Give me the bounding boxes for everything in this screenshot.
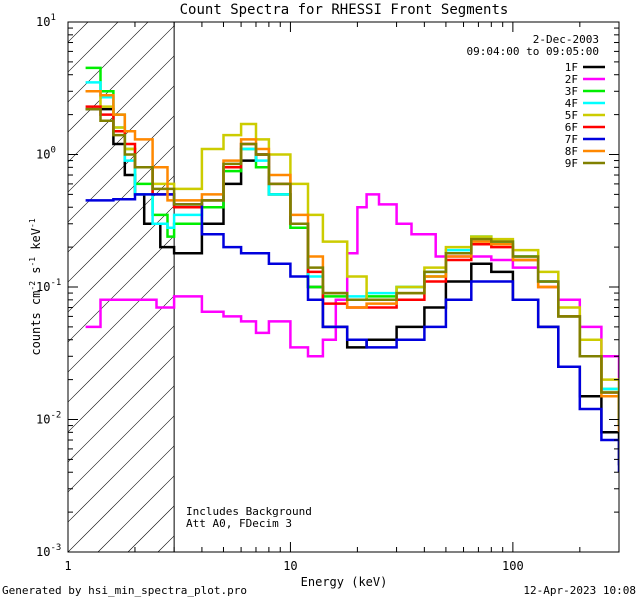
hatch-line <box>68 235 175 343</box>
legend-label-3F: 3F <box>565 85 578 98</box>
hatch-line <box>68 22 149 103</box>
legend-label-4F: 4F <box>565 97 578 110</box>
legend-label-2F: 2F <box>565 73 578 86</box>
series-8F <box>85 90 619 433</box>
footer-generated-by: Generated by hsi_min_spectra_plot.pro <box>2 584 247 597</box>
y-tick-labels: 101 100 10-1 10-2 10-3 <box>36 13 61 559</box>
hatch-line <box>68 175 175 283</box>
hatch-line <box>0 0 88 552</box>
observation-time-range: 09:04:00 to 09:05:00 <box>467 45 599 58</box>
y-tick-label: 101 <box>36 13 56 29</box>
x-tick-label: 100 <box>502 559 524 573</box>
series-3F <box>85 66 619 420</box>
hatch-line <box>68 25 175 133</box>
hatch-line <box>68 445 175 552</box>
legend-label-6F: 6F <box>565 121 578 134</box>
hatch-line <box>68 205 175 313</box>
annotation-background: Includes Background <box>186 505 312 518</box>
hatch-line <box>68 415 175 523</box>
hatch-line <box>127 505 175 552</box>
legend-label-8F: 8F <box>565 145 578 158</box>
hatch-line <box>68 295 175 403</box>
x-tick-labels: 1 10 100 <box>64 559 523 573</box>
x-tick-label: 10 <box>283 559 297 573</box>
observation-date: 2-Dec-2003 <box>533 33 599 46</box>
legend-label-5F: 5F <box>565 109 578 122</box>
excluded-energy-region <box>0 0 175 552</box>
hatch-line <box>68 265 175 373</box>
hatch-line <box>68 355 175 463</box>
legend-label-7F: 7F <box>565 133 578 146</box>
y-tick-label: 100 <box>36 146 56 162</box>
y-tick-label: 10-3 <box>36 543 61 559</box>
hatch-line <box>0 0 28 552</box>
plot-frame <box>67 21 620 553</box>
series-9F <box>85 107 619 426</box>
hatch-line <box>68 115 175 223</box>
legend-label-9F: 9F <box>565 157 578 170</box>
y-tick-label: 10-2 <box>36 411 61 427</box>
legend-label-1F: 1F <box>565 61 578 74</box>
x-tick-label: 1 <box>64 559 71 573</box>
series-7F <box>85 193 619 473</box>
series-5F <box>85 90 619 409</box>
footer-timestamp: 12-Apr-2023 10:08 <box>523 584 636 597</box>
x-axis-label: Energy (keV) <box>301 575 388 589</box>
y-tick-label: 10-1 <box>36 278 61 294</box>
axis-ticks <box>67 21 620 553</box>
hatch-line <box>68 55 175 163</box>
chart-title: Count Spectra for RHESSI Front Segments <box>180 2 509 18</box>
annotation-attenuator: Att A0, FDecim 3 <box>186 517 292 530</box>
hatch-line <box>68 385 175 493</box>
series-lines <box>85 66 619 473</box>
y-axis-label: counts cm-2 s-1 keV-1 <box>28 218 43 355</box>
